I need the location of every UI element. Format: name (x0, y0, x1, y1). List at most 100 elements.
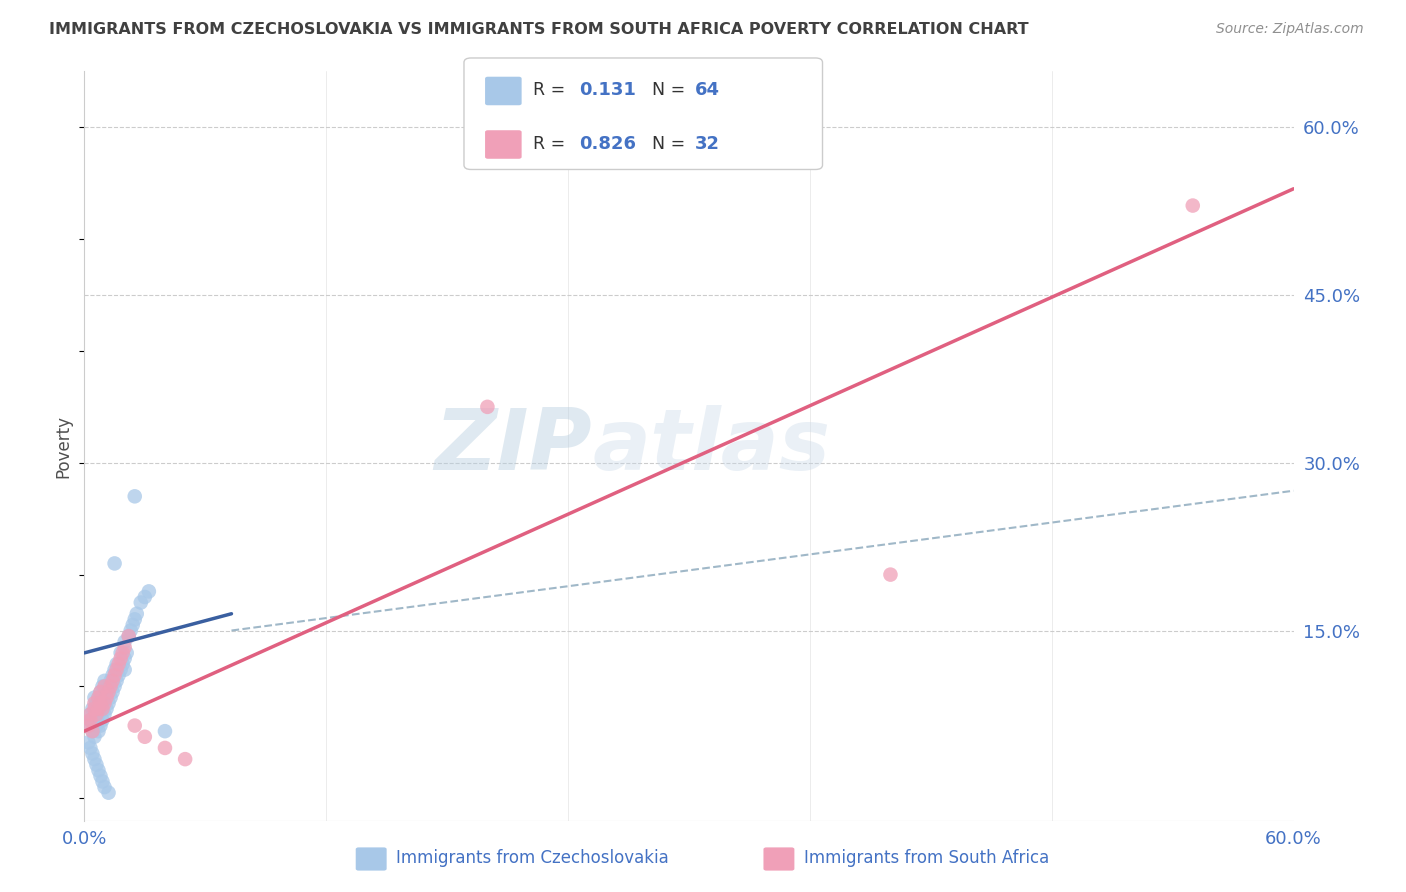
Point (89, 702, 111, 716)
Point (153, 724, 176, 739)
Point (93, 690, 115, 705)
Point (89, 685, 111, 699)
Point (114, 640, 136, 655)
Point (1181, 198, 1204, 212)
Point (91, 702, 114, 716)
Point (110, 646, 132, 660)
Point (477, 400, 499, 414)
Point (97, 685, 120, 699)
Point (110, 663, 132, 677)
Point (100, 690, 122, 705)
Point (97, 696, 120, 710)
Text: R =: R = (533, 81, 571, 99)
Point (86, 707, 108, 722)
Text: 64: 64 (695, 81, 720, 99)
Point (118, 629, 141, 643)
Point (120, 624, 142, 638)
Point (104, 663, 127, 677)
Point (79, 713, 101, 727)
Point (83, 752, 105, 766)
Point (107, 657, 129, 671)
Point (79, 707, 101, 722)
Point (82, 702, 104, 716)
Text: ZIP: ZIP (434, 404, 592, 488)
Point (83, 730, 105, 744)
Point (134, 590, 156, 604)
Point (125, 607, 148, 621)
Point (93, 696, 115, 710)
Point (93, 673, 115, 688)
Text: 0.826: 0.826 (579, 135, 637, 153)
Point (114, 651, 136, 665)
Point (87, 724, 110, 739)
Point (96, 702, 118, 716)
Point (86, 757, 108, 772)
Point (82, 724, 104, 739)
Text: IMMIGRANTS FROM CZECHOSLOVAKIA VS IMMIGRANTS FROM SOUTH AFRICA POVERTY CORRELATI: IMMIGRANTS FROM CZECHOSLOVAKIA VS IMMIGR… (49, 22, 1029, 37)
Point (101, 668, 124, 682)
Point (91, 774, 114, 789)
Point (77, 735, 100, 749)
Text: Immigrants from Czechoslovakia: Immigrants from Czechoslovakia (396, 849, 669, 867)
Text: atlas: atlas (592, 404, 831, 488)
Point (87, 690, 110, 705)
Point (104, 557, 127, 571)
Point (104, 680, 127, 694)
Point (124, 612, 146, 626)
Text: N =: N = (652, 135, 692, 153)
Point (100, 673, 122, 688)
Point (97, 786, 120, 800)
Point (110, 651, 132, 665)
Point (879, 567, 901, 582)
Point (124, 718, 146, 732)
Point (134, 730, 156, 744)
Point (91, 696, 114, 710)
Point (86, 718, 108, 732)
Point (118, 629, 141, 643)
Point (87, 707, 110, 722)
Point (86, 696, 108, 710)
Point (101, 685, 124, 699)
Point (83, 696, 105, 710)
Point (87, 702, 110, 716)
Point (97, 680, 120, 694)
Point (79, 713, 101, 727)
Point (93, 707, 115, 722)
Point (115, 646, 138, 660)
Point (79, 741, 101, 756)
Point (83, 690, 105, 705)
Point (89, 769, 111, 783)
Point (129, 596, 152, 610)
Point (100, 680, 122, 694)
Point (93, 680, 115, 694)
Point (91, 713, 114, 727)
Y-axis label: Poverty: Poverty (55, 415, 73, 477)
Text: Immigrants from South Africa: Immigrants from South Africa (804, 849, 1049, 867)
Point (124, 489, 146, 503)
Text: 0.131: 0.131 (579, 81, 636, 99)
Point (79, 707, 101, 722)
Point (111, 646, 134, 660)
Text: Source: ZipAtlas.com: Source: ZipAtlas.com (1216, 22, 1364, 37)
Point (87, 690, 110, 705)
Point (93, 780, 115, 794)
Text: R =: R = (533, 135, 571, 153)
Point (111, 657, 134, 671)
Point (138, 584, 160, 599)
Point (114, 663, 136, 677)
Point (107, 668, 129, 682)
Point (105, 657, 128, 671)
Text: 32: 32 (695, 135, 720, 153)
Point (87, 764, 110, 778)
Point (77, 718, 100, 732)
Point (96, 690, 118, 705)
Point (105, 663, 128, 677)
Point (105, 673, 128, 688)
Point (82, 724, 104, 739)
Point (77, 718, 100, 732)
Point (82, 747, 104, 761)
Point (101, 673, 124, 688)
Point (121, 618, 143, 632)
Point (86, 707, 108, 722)
Point (174, 752, 197, 766)
